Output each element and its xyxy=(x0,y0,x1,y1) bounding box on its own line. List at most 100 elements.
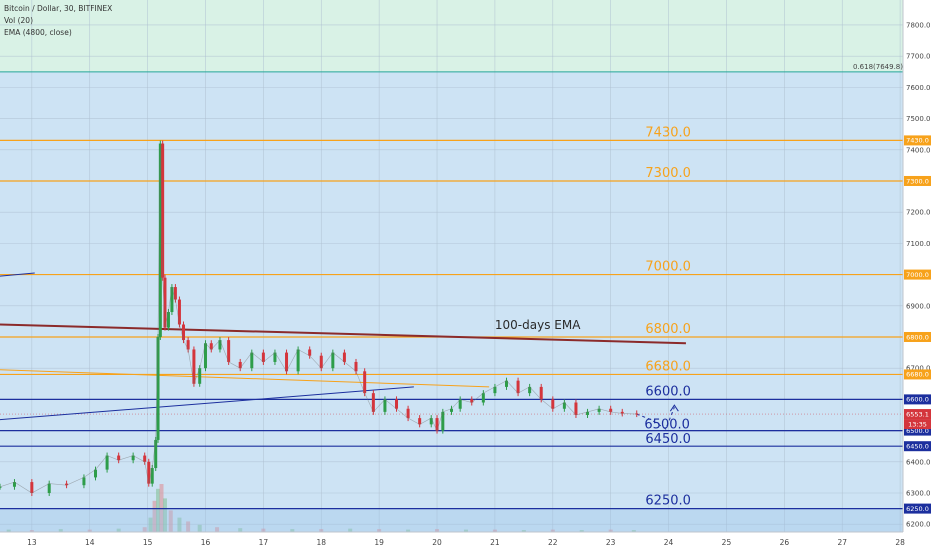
x-tick-label: 26 xyxy=(780,538,790,547)
volume-bar xyxy=(87,529,92,532)
volume-bar xyxy=(435,529,440,532)
volume-band xyxy=(0,508,903,532)
candle-body xyxy=(470,399,474,403)
price-badge-6680: 6680.0 xyxy=(906,371,929,379)
price-badge-bg xyxy=(904,394,931,405)
volume-bar xyxy=(348,528,353,532)
candle-body xyxy=(450,408,453,412)
candle-body xyxy=(227,340,231,362)
price-badge-6450: 6450.0 xyxy=(906,442,929,450)
x-tick-label: 17 xyxy=(259,538,269,547)
current-price-badge: 13:35 xyxy=(908,420,927,428)
y-tick-label: 7800.0 xyxy=(906,21,931,29)
candle-body xyxy=(131,455,135,461)
level-label-6800: 6800.0 xyxy=(645,322,691,337)
volume-bar xyxy=(521,530,526,532)
x-tick-label: 18 xyxy=(316,538,326,547)
candle-body xyxy=(163,277,167,328)
volume-bar xyxy=(492,529,497,532)
fib-level-label: 0.618(7649.8) xyxy=(853,63,903,71)
x-tick-label: 28 xyxy=(895,538,905,547)
y-tick-label: 7500.0 xyxy=(906,115,931,123)
volume-bar xyxy=(406,529,411,532)
candle-body xyxy=(441,411,445,431)
candle-body xyxy=(181,324,185,341)
level-label-7000: 7000.0 xyxy=(645,260,691,275)
x-tick-label: 27 xyxy=(837,538,847,547)
trend-lines xyxy=(0,272,686,430)
candle-body xyxy=(105,455,109,470)
candle-body xyxy=(308,349,312,356)
time-axis[interactable] xyxy=(0,531,932,550)
price-badge-bg xyxy=(904,135,931,146)
candle-body xyxy=(528,386,532,394)
candle-body xyxy=(170,287,174,313)
volume-bar xyxy=(152,500,157,532)
level-label-7300: 7300.0 xyxy=(645,166,691,181)
volume-bar xyxy=(156,488,161,532)
projection-path xyxy=(636,407,675,430)
volume-bar xyxy=(168,510,173,532)
candle-body xyxy=(250,352,254,369)
x-tick-label: 19 xyxy=(374,538,384,547)
price-badge-bg xyxy=(904,269,931,280)
indicator-ema[interactable]: EMA (4800, close) xyxy=(4,28,72,37)
price-badges: 7430.0 7300.0 7000.0 6800.0 6680.0 6600.0 6500… xyxy=(904,135,931,514)
candle-body xyxy=(342,352,346,362)
x-tick-label: 24 xyxy=(664,538,674,547)
volume-bar xyxy=(377,529,382,532)
volume-bar xyxy=(238,528,243,532)
price-badge-bg xyxy=(904,175,931,186)
candle-body xyxy=(586,411,590,415)
candle-body xyxy=(429,418,433,425)
candle-body xyxy=(504,380,508,387)
candle-body xyxy=(574,402,578,415)
level-label-6500: 6500.0 xyxy=(644,418,690,433)
candle-body xyxy=(261,352,265,362)
x-tick-label: 20 xyxy=(432,538,442,547)
candle-body xyxy=(406,408,410,419)
candle-body xyxy=(154,439,158,469)
volume-bar xyxy=(215,527,220,532)
chart-legend: Bitcoin / Dollar, 30, BITFINEX Vol (20) … xyxy=(4,4,112,37)
candle-body xyxy=(371,393,375,412)
x-tick-label: 15 xyxy=(143,538,153,547)
candle-body xyxy=(383,399,387,412)
candle-body xyxy=(143,455,147,462)
indicator-volume[interactable]: Vol (20) xyxy=(4,16,33,25)
candle-body xyxy=(47,483,51,493)
candle-body xyxy=(65,483,69,486)
current-badge-bg xyxy=(904,419,931,430)
candle-body xyxy=(435,418,439,431)
candle-body xyxy=(331,352,335,369)
volume-bar xyxy=(463,529,468,532)
volume-bar xyxy=(116,528,121,532)
candle-body xyxy=(285,352,289,372)
y-tick-label: 6900.0 xyxy=(906,302,931,310)
candle-body xyxy=(209,343,213,350)
y-tick-label: 7200.0 xyxy=(906,209,931,217)
candle-body xyxy=(94,469,98,478)
price-badge-6500: 6500.0 xyxy=(906,427,929,435)
volume-bar xyxy=(608,529,613,532)
volume-bar xyxy=(148,517,153,532)
y-tick-label: 7600.0 xyxy=(906,84,931,92)
volume-bar xyxy=(550,529,555,532)
candle-body xyxy=(562,402,566,409)
candle-body xyxy=(82,477,86,486)
volume-bar xyxy=(631,530,636,532)
y-tick-label: 6700.0 xyxy=(906,365,931,373)
level-label-6250: 6250.0 xyxy=(645,494,691,509)
price-badge-bg xyxy=(904,331,931,342)
y-tick-label: 6400.0 xyxy=(906,458,931,466)
x-tick-label: 14 xyxy=(85,538,95,547)
candle-body xyxy=(177,299,181,325)
x-tick-label: 21 xyxy=(490,538,500,547)
volume-bar xyxy=(186,521,191,532)
price-badge-bg xyxy=(904,441,931,452)
lower-blue-zone xyxy=(0,72,903,532)
price-badge-bg xyxy=(904,369,931,380)
candle-body xyxy=(539,386,543,400)
level-label-6680: 6680.0 xyxy=(645,359,691,374)
